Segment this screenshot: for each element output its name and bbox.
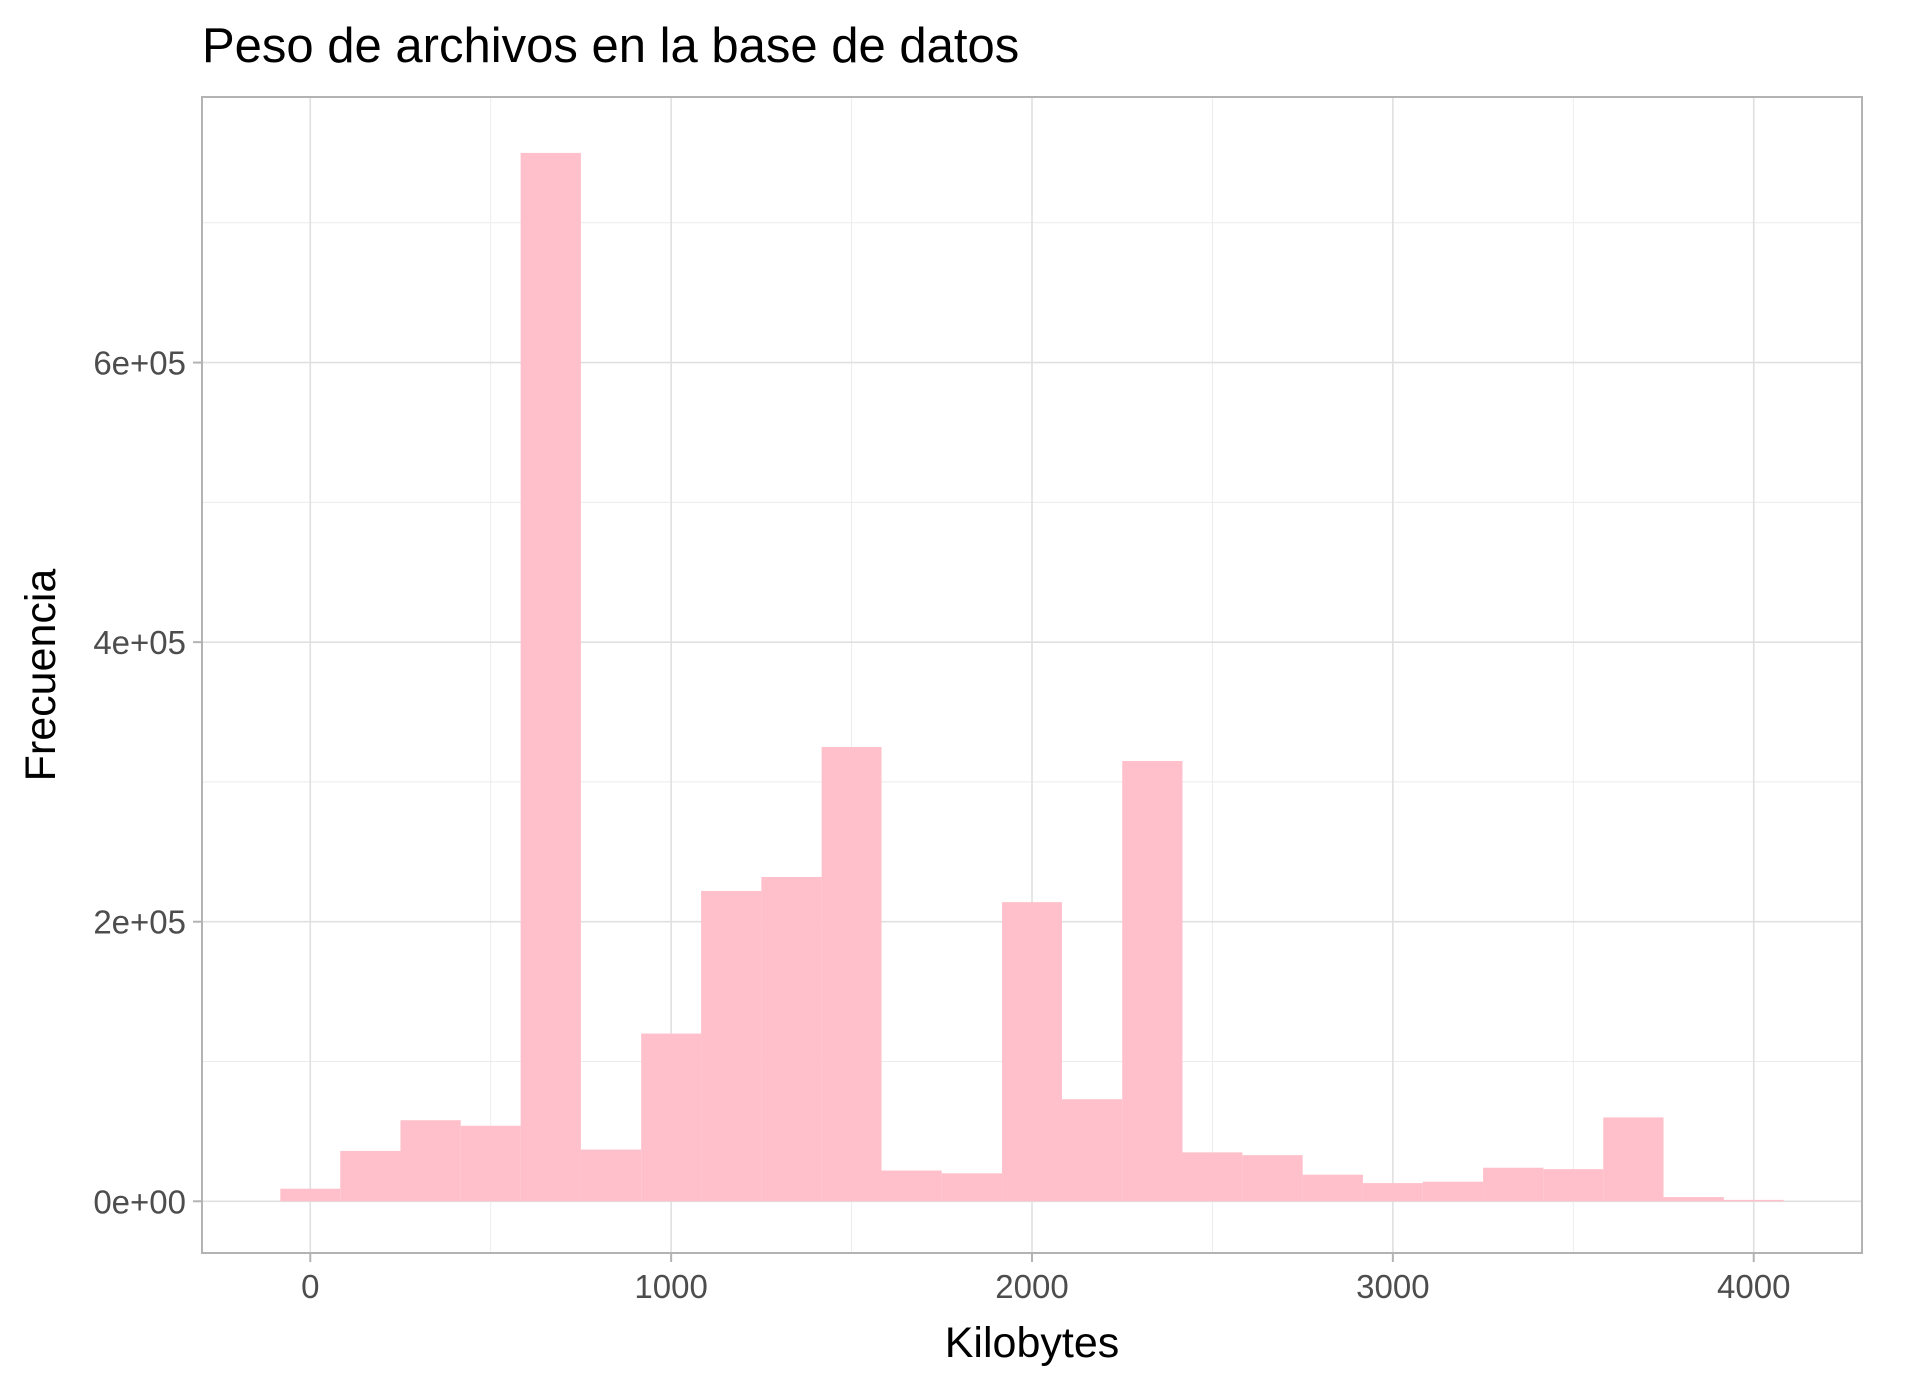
y-tick-label: 4e+05 xyxy=(93,624,186,661)
histogram-bar xyxy=(1002,902,1062,1202)
histogram-bar xyxy=(1122,760,1183,1202)
histogram-bar xyxy=(761,876,822,1202)
y-tick-label: 2e+05 xyxy=(93,904,186,941)
histogram-bar xyxy=(1182,1152,1243,1202)
y-axis: 0e+00 2e+05 4e+05 6e+05 xyxy=(93,345,202,1220)
histogram-bar xyxy=(520,152,581,1202)
histogram-bars xyxy=(280,152,1784,1202)
y-tick-label: 6e+05 xyxy=(93,345,186,382)
x-tick-label: 0 xyxy=(301,1268,319,1305)
x-axis-title: Kilobytes xyxy=(945,1319,1119,1367)
histogram-bar xyxy=(881,1170,942,1202)
histogram-bar xyxy=(340,1150,401,1202)
histogram-bar xyxy=(821,746,882,1202)
histogram-bar xyxy=(280,1188,341,1202)
x-tick-label: 3000 xyxy=(1356,1268,1429,1305)
histogram-bar xyxy=(1723,1199,1784,1202)
histogram-bar xyxy=(1061,1099,1123,1202)
histogram-bar xyxy=(1663,1197,1724,1202)
x-tick-label: 1000 xyxy=(634,1268,707,1305)
y-axis-title: Frecuencia xyxy=(17,569,65,782)
histogram-bar xyxy=(1302,1174,1363,1202)
histogram-bar xyxy=(1362,1183,1423,1202)
x-tick-label: 2000 xyxy=(995,1268,1068,1305)
histogram-bar xyxy=(1603,1117,1664,1202)
x-tick-label: 4000 xyxy=(1717,1268,1790,1305)
histogram-bar xyxy=(1422,1181,1484,1202)
histogram-bar xyxy=(580,1149,642,1202)
histogram-bar xyxy=(941,1173,1003,1202)
histogram-bar xyxy=(460,1125,521,1202)
histogram-bar xyxy=(1483,1167,1544,1202)
histogram-bar xyxy=(1242,1155,1303,1202)
histogram-bar xyxy=(400,1120,461,1202)
chart-title: Peso de archivos en la base de datos xyxy=(202,19,1019,73)
histogram-bar xyxy=(1543,1169,1604,1202)
histogram-bar xyxy=(641,1033,702,1202)
histogram-bar xyxy=(701,890,762,1202)
x-axis: 0 1000 2000 3000 4000 xyxy=(301,1253,1790,1305)
y-tick-label: 0e+00 xyxy=(93,1183,186,1220)
